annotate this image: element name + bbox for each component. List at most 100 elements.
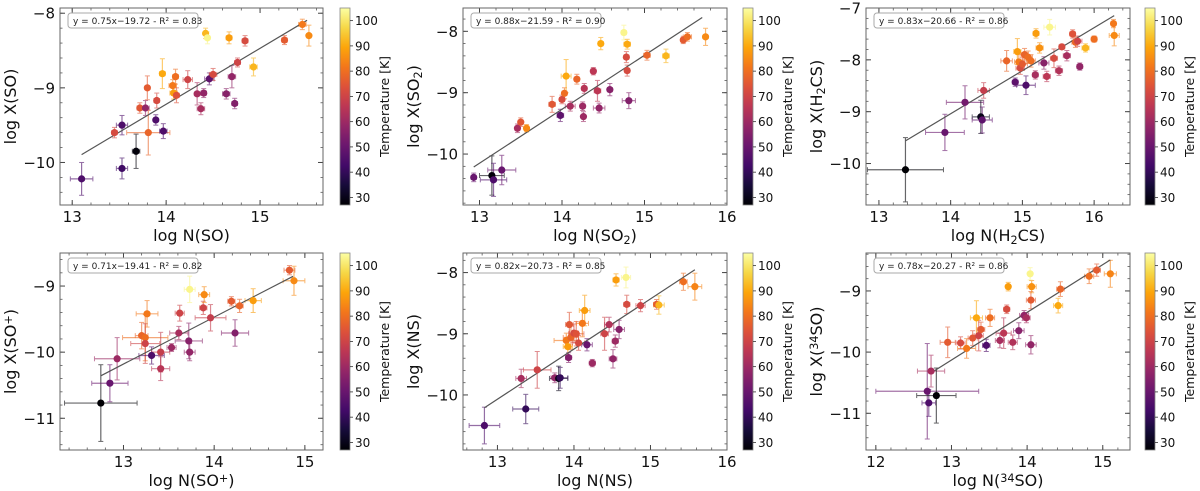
data-point	[615, 325, 623, 334]
data-point	[1026, 270, 1034, 278]
data-point	[564, 343, 572, 351]
x-axis-label: log N(SO2)	[553, 226, 637, 247]
data-point	[533, 366, 541, 374]
y-tick-label: −11	[23, 410, 55, 428]
data-point	[562, 72, 570, 80]
data-point	[305, 32, 313, 40]
fit-line	[81, 19, 308, 156]
data-point	[969, 334, 977, 342]
data-point	[1058, 43, 1066, 51]
data-point	[249, 63, 258, 71]
plot-frame	[59, 7, 324, 206]
data-point	[588, 359, 596, 367]
colorbar-tick-label: 100	[1160, 259, 1183, 273]
label-text: log N(SO	[553, 226, 623, 245]
data-point	[963, 344, 971, 353]
colorbar-scale	[742, 7, 754, 206]
label-text: )	[228, 471, 234, 490]
x-tick-label: 12	[866, 453, 885, 471]
data-layer	[468, 266, 703, 445]
data-point	[944, 338, 952, 346]
data-point	[222, 90, 230, 98]
data-point	[97, 399, 105, 407]
data-point	[157, 365, 165, 373]
data-point	[298, 20, 306, 29]
panel-1: 13 14 15 −8 −9 −10 log N(SO) log X(SO) y = 0.75x…	[1, 5, 392, 245]
data-point	[231, 99, 239, 108]
data-point	[78, 175, 86, 183]
data-point	[636, 302, 645, 310]
fit-annotation-box	[67, 257, 199, 274]
x-tick-label: 16	[1085, 208, 1104, 226]
plot-area	[60, 8, 323, 205]
label-subscript: 2	[815, 87, 828, 94]
data-point	[193, 90, 201, 98]
panel-5: 13 14 15 16 −8 −9 −10 log N(NS) log X(NS) y = 0.8…	[404, 252, 795, 490]
data-point	[982, 341, 990, 349]
label-text: log N(SO	[148, 471, 218, 490]
y-tick-label: −10	[829, 344, 861, 362]
data-point	[572, 330, 580, 338]
data-point	[200, 89, 208, 97]
label-text: log N(NS)	[557, 471, 633, 490]
fit-annotation-box	[873, 12, 1005, 29]
x-tick-label: 15	[1013, 208, 1032, 226]
data-point	[1110, 31, 1118, 40]
data-point	[153, 96, 161, 105]
label-text: log X(NS)	[404, 314, 423, 389]
data-point	[589, 67, 597, 75]
data-point	[986, 314, 994, 322]
data-point	[701, 33, 710, 41]
plot-area	[866, 253, 1130, 450]
data-point	[199, 304, 207, 312]
data-point	[622, 53, 630, 61]
colorbar-tick-label: 40	[1160, 411, 1175, 425]
y-tick-label: −10	[426, 146, 458, 164]
data-point	[152, 116, 160, 124]
x-tick-label: 14	[941, 208, 960, 226]
data-point	[175, 329, 183, 337]
fit-line	[905, 15, 1115, 142]
data-point	[1009, 338, 1017, 346]
plot-frame	[59, 252, 324, 451]
label-text: CS)	[1018, 226, 1046, 245]
data-point	[1015, 327, 1023, 335]
data-point	[972, 314, 981, 322]
data-point	[977, 325, 985, 334]
fit-line	[473, 16, 703, 168]
data-point	[489, 176, 498, 184]
data-point	[147, 351, 156, 360]
x-tick-label: 13	[63, 208, 82, 226]
colorbar-scale	[1144, 7, 1156, 206]
colorbar-tick-label: 100	[758, 259, 781, 273]
label-text: log N(SO)	[153, 226, 230, 245]
data-point	[581, 306, 589, 315]
data-point	[620, 28, 628, 37]
y-tick-label: −9	[436, 325, 458, 343]
colorbar-tick-label: 70	[758, 90, 773, 104]
data-point	[143, 84, 151, 92]
data-point	[171, 73, 180, 81]
data-point	[141, 334, 149, 342]
plot-area	[866, 8, 1130, 205]
colorbar-tick-label: 90	[355, 39, 370, 53]
data-point	[1028, 283, 1036, 291]
colorbar-tick-label: 50	[1160, 140, 1175, 154]
label-text: log N(	[953, 471, 1001, 490]
fit-annotation: y = 0.88x−21.59 - R² = 0.90	[476, 17, 606, 27]
data-point	[517, 374, 525, 383]
data-point	[1106, 270, 1114, 278]
data-point	[556, 111, 564, 119]
data-point	[158, 70, 166, 78]
y-tick-label: −7	[839, 0, 861, 18]
data-point	[612, 276, 620, 284]
data-point	[606, 86, 614, 94]
colorbar-label: Temperature [K]	[780, 56, 795, 158]
x-tick-label: 13	[470, 208, 489, 226]
x-tick-label: 16	[717, 453, 736, 471]
label-superscript: 34	[1000, 472, 1014, 485]
data-point	[560, 89, 569, 97]
colorbar-tick-label: 100	[1160, 14, 1183, 28]
y-tick-label: −9	[436, 84, 458, 102]
